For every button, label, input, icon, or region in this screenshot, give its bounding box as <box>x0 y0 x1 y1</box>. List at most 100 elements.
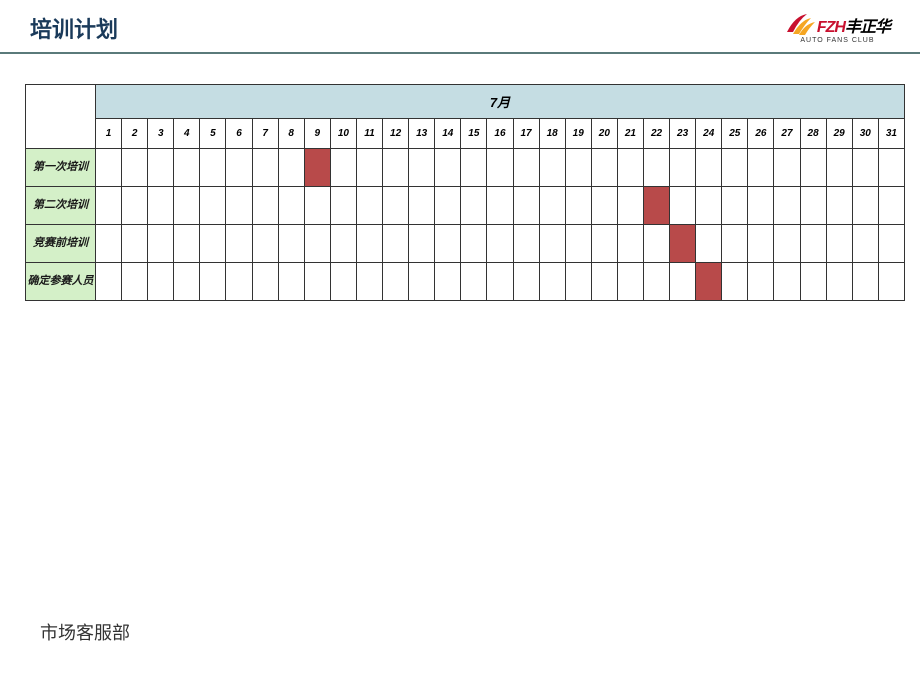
gantt-cell <box>539 225 565 263</box>
gantt-cell <box>774 149 800 187</box>
gantt-cell <box>200 149 226 187</box>
gantt-cell <box>435 149 461 187</box>
gantt-row: 确定参赛人员 <box>26 263 905 301</box>
gantt-cell <box>670 187 696 225</box>
gantt-cell <box>878 225 904 263</box>
gantt-cell <box>565 187 591 225</box>
gantt-cell <box>435 187 461 225</box>
gantt-cell <box>774 187 800 225</box>
gantt-cell <box>461 225 487 263</box>
gantt-cell <box>122 225 148 263</box>
day-header-row: 1234567891011121314151617181920212223242… <box>26 119 905 149</box>
gantt-cell <box>226 187 252 225</box>
gantt-cell <box>852 263 878 301</box>
gantt-cell <box>356 187 382 225</box>
gantt-cell <box>487 149 513 187</box>
gantt-cell <box>330 225 356 263</box>
gantt-cell <box>643 263 669 301</box>
gantt-cell <box>356 225 382 263</box>
gantt-cell <box>722 263 748 301</box>
day-header-cell: 1 <box>96 119 122 149</box>
gantt-cell <box>539 263 565 301</box>
day-header-cell: 5 <box>200 119 226 149</box>
gantt-cell <box>278 225 304 263</box>
gantt-cell <box>383 263 409 301</box>
day-header-cell: 11 <box>356 119 382 149</box>
gantt-cell <box>617 187 643 225</box>
gantt-cell <box>200 187 226 225</box>
gantt-cell <box>383 187 409 225</box>
gantt-cell <box>748 149 774 187</box>
footer-text: 市场客服部 <box>40 619 130 645</box>
day-header-cell: 24 <box>696 119 722 149</box>
day-header-cell: 21 <box>617 119 643 149</box>
gantt-cell <box>200 225 226 263</box>
gantt-cell <box>670 149 696 187</box>
gantt-cell <box>122 263 148 301</box>
gantt-cell <box>122 149 148 187</box>
gantt-cell <box>461 187 487 225</box>
corner-cell <box>26 85 96 149</box>
gantt-body: 第一次培训第二次培训竞赛前培训确定参赛人员 <box>26 149 905 301</box>
day-header-cell: 13 <box>409 119 435 149</box>
gantt-cell <box>96 225 122 263</box>
gantt-cell <box>696 225 722 263</box>
gantt-cell <box>513 263 539 301</box>
gantt-cell <box>461 149 487 187</box>
day-header-cell: 22 <box>643 119 669 149</box>
logo-subline: AUTO FANS CLUB <box>800 37 874 44</box>
gantt-cell <box>565 225 591 263</box>
header: 培训计划 FZH丰正华 AUTO FANS CLUB <box>0 0 920 54</box>
row-label: 第一次培训 <box>26 149 96 187</box>
gantt-cell <box>591 225 617 263</box>
day-header-cell: 15 <box>461 119 487 149</box>
gantt-cell <box>148 149 174 187</box>
gantt-cell <box>356 263 382 301</box>
gantt-cell <box>252 187 278 225</box>
month-header: 7月 <box>96 85 905 119</box>
day-header-cell: 7 <box>252 119 278 149</box>
page-title: 培训计划 <box>30 12 118 44</box>
gantt-cell <box>591 149 617 187</box>
gantt-cell <box>696 187 722 225</box>
gantt-row: 第一次培训 <box>26 149 905 187</box>
gantt-cell <box>800 149 826 187</box>
gantt-cell <box>148 187 174 225</box>
row-label: 竞赛前培训 <box>26 225 96 263</box>
day-header-cell: 25 <box>722 119 748 149</box>
day-header-cell: 23 <box>670 119 696 149</box>
gantt-cell <box>96 187 122 225</box>
gantt-cell <box>174 263 200 301</box>
gantt-cell <box>852 149 878 187</box>
gantt-cell <box>513 225 539 263</box>
gantt-cell <box>356 149 382 187</box>
gantt-cell <box>826 187 852 225</box>
gantt-cell <box>748 263 774 301</box>
day-header-cell: 17 <box>513 119 539 149</box>
gantt-cell <box>252 149 278 187</box>
gantt-cell <box>748 225 774 263</box>
day-header-cell: 6 <box>226 119 252 149</box>
gantt-cell <box>539 149 565 187</box>
gantt-cell <box>409 225 435 263</box>
logo-text: FZH丰正华 <box>817 20 890 36</box>
gantt-cell <box>643 225 669 263</box>
gantt-cell <box>852 187 878 225</box>
logo-swoosh-icon <box>785 12 815 36</box>
gantt-cell <box>878 149 904 187</box>
gantt-cell <box>330 149 356 187</box>
gantt-cell <box>330 263 356 301</box>
day-header-cell: 10 <box>330 119 356 149</box>
gantt-row: 竞赛前培训 <box>26 225 905 263</box>
gantt-cell <box>800 225 826 263</box>
gantt-cell <box>435 263 461 301</box>
day-header-cell: 9 <box>304 119 330 149</box>
gantt-cell <box>878 187 904 225</box>
day-header-cell: 3 <box>148 119 174 149</box>
logo: FZH丰正华 AUTO FANS CLUB <box>785 12 890 44</box>
row-label: 确定参赛人员 <box>26 263 96 301</box>
gantt-cell <box>670 225 696 263</box>
gantt-cell <box>826 225 852 263</box>
gantt-cell <box>487 187 513 225</box>
gantt-cell <box>487 225 513 263</box>
